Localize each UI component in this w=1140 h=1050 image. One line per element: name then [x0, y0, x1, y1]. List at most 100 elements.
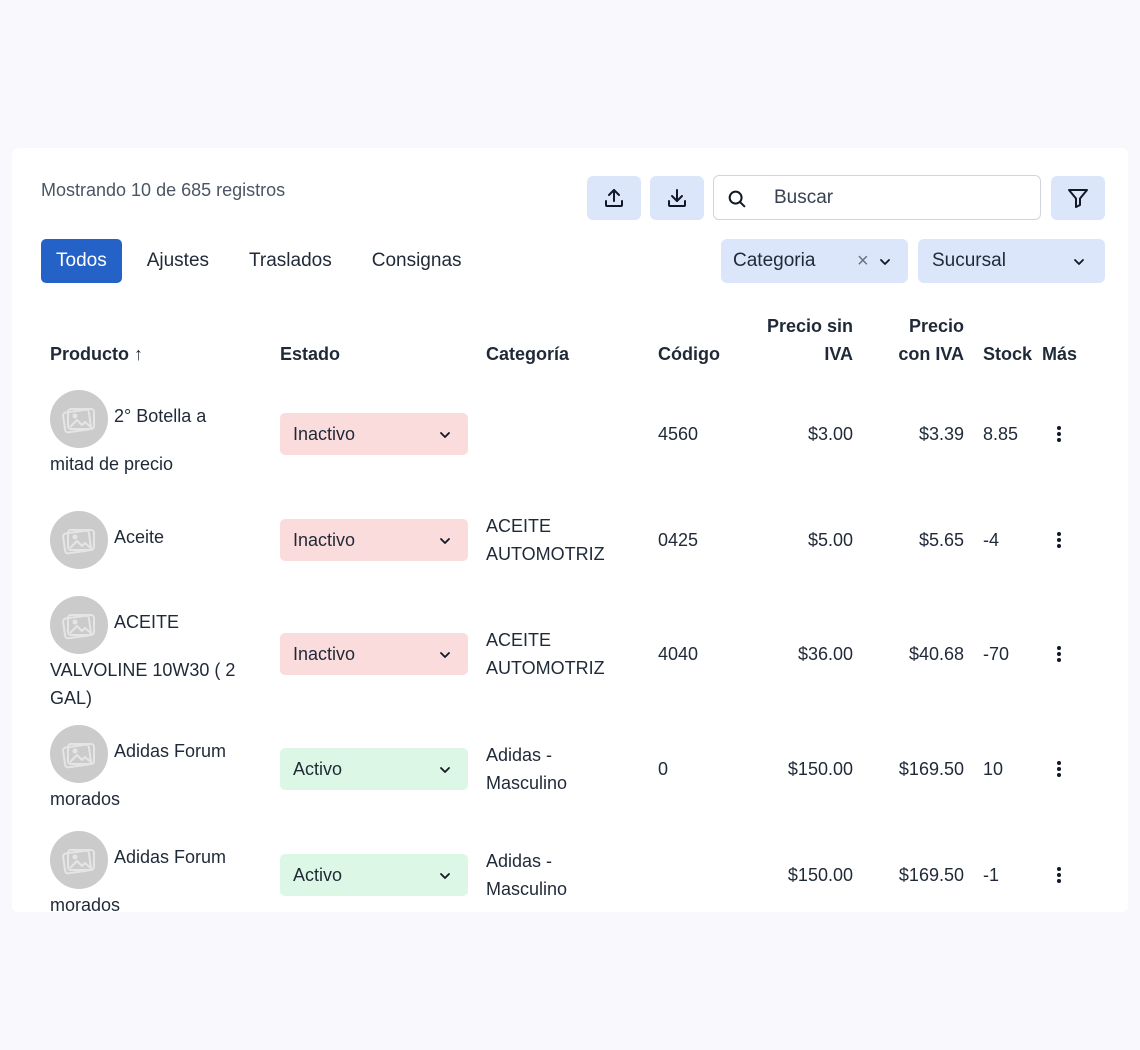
filter-icon	[1068, 189, 1088, 208]
tab-traslados[interactable]: Traslados	[249, 250, 332, 271]
product-name[interactable]: Adidas Forum morados	[50, 725, 271, 813]
search-icon	[728, 190, 746, 208]
inventory-card: Mostrando 10 de 685 registros Todos Ajus…	[12, 148, 1128, 915]
product-name[interactable]: ACEITE VALVOLINE 10W30 ( 2 GAL)	[50, 596, 271, 712]
upload-icon	[605, 189, 623, 207]
product-name-line2: morados	[50, 894, 121, 915]
search-box[interactable]	[713, 175, 1041, 220]
product-name-line1: ACEITE	[114, 611, 180, 632]
product-cell: 2° Botella a mitad de precio	[41, 380, 271, 487]
product-thumbnail	[50, 724, 108, 783]
col-header-category: Categoría	[486, 344, 570, 364]
table-row: Adidas Forum morados Activo Adidas - Masc…	[41, 715, 1092, 822]
chevron-down-icon	[880, 259, 890, 265]
chevron-down-icon	[1074, 259, 1084, 265]
more-cell	[1042, 822, 1092, 927]
chevron-down-icon	[440, 766, 450, 773]
image-placeholder-icon	[62, 613, 95, 639]
more-vertical-icon	[1057, 645, 1061, 662]
price-no-tax-cell: $150.00	[787, 864, 853, 885]
image-placeholder-icon	[62, 848, 95, 874]
col-header-price-tax-line1: Precio	[908, 316, 964, 336]
status-label: Inactivo	[293, 423, 356, 444]
export-button[interactable]	[587, 176, 641, 220]
product-name-line1: Adidas Forum	[114, 740, 227, 761]
chevron-down-icon	[440, 431, 450, 438]
col-header-price-tax-line2: con IVA	[898, 344, 964, 364]
product-name[interactable]: Aceite	[50, 511, 271, 551]
table-row: Adidas Forum morados Activo Adidas - Masc…	[41, 822, 1092, 927]
more-vertical-icon	[1057, 531, 1061, 548]
branch-filter-label: Sucursal	[932, 250, 1006, 271]
more-vertical-icon	[1057, 760, 1061, 777]
code-cell: 0	[658, 758, 669, 779]
more-vertical-icon	[1057, 866, 1061, 883]
category-cell: ACEITE AUTOMOTRIZ	[486, 629, 605, 678]
products-table: Producto ↑ Estado Categoría Código Preci…	[41, 308, 1092, 927]
status-label: Activo	[293, 864, 343, 885]
col-header-status: Estado	[280, 344, 341, 364]
price-tax-cell: $169.50	[898, 758, 964, 779]
product-thumbnail	[50, 510, 108, 569]
stock-cell: -70	[983, 643, 1010, 664]
col-header-price-no-tax-line1: Precio sin	[766, 316, 853, 336]
tab-bar: Todos Ajustes Traslados Consignas	[41, 239, 487, 283]
category-filter-select[interactable]: Categoria ×	[721, 239, 908, 283]
download-icon	[668, 189, 686, 207]
clear-icon[interactable]: ×	[857, 250, 869, 272]
stock-cell: 8.85	[983, 423, 1019, 444]
status-select[interactable]: Activo	[280, 853, 468, 896]
status-cell: Activo	[271, 715, 477, 822]
search-input[interactable]	[774, 184, 1024, 212]
category-cell: Adidas - Masculino	[486, 850, 568, 899]
tab-ajustes[interactable]: Ajustes	[146, 250, 210, 271]
product-name-line2: mitad de precio	[50, 453, 174, 474]
status-select[interactable]: Inactivo	[280, 412, 468, 455]
table-row: 2° Botella a mitad de precio Inactivo 456…	[41, 380, 1092, 487]
status-select[interactable]: Inactivo	[280, 632, 468, 675]
row-actions-button[interactable]	[1042, 530, 1076, 550]
price-no-tax-cell: $5.00	[807, 529, 853, 550]
price-tax-cell: $169.50	[898, 864, 964, 885]
image-placeholder-icon	[62, 528, 95, 554]
more-cell	[1042, 715, 1092, 822]
code-cell	[649, 822, 734, 927]
col-header-stock: Stock	[983, 344, 1033, 364]
code-cell: 4040	[658, 643, 699, 664]
product-thumbnail	[50, 830, 108, 889]
status-cell: Inactivo	[271, 592, 477, 715]
col-header-price-tax: Precio con IVA	[853, 308, 964, 380]
price-tax-cell: $3.39	[918, 423, 964, 444]
status-cell: Activo	[271, 822, 477, 927]
col-header-product[interactable]: Producto ↑	[50, 344, 143, 364]
product-name[interactable]: 2° Botella a mitad de precio	[50, 390, 271, 478]
import-button[interactable]	[650, 176, 704, 220]
status-select[interactable]: Inactivo	[280, 518, 468, 561]
filter-button[interactable]	[1051, 176, 1105, 220]
row-actions-button[interactable]	[1042, 865, 1076, 885]
image-placeholder-icon	[62, 407, 95, 433]
tab-consignas[interactable]: Consignas	[371, 250, 462, 271]
tab-todos[interactable]: Todos	[41, 239, 122, 283]
category-cell: ACEITE AUTOMOTRIZ	[486, 515, 605, 564]
stock-cell: -4	[983, 529, 1000, 550]
col-header-code: Código	[658, 344, 720, 364]
product-name[interactable]: Adidas Forum morados	[50, 831, 271, 919]
row-actions-button[interactable]	[1042, 759, 1076, 779]
more-cell	[1042, 592, 1092, 715]
more-cell	[1042, 380, 1092, 487]
col-header-price-no-tax: Precio sin IVA	[734, 308, 853, 380]
status-label: Activo	[293, 758, 343, 779]
branch-filter-select[interactable]: Sucursal	[918, 239, 1105, 283]
stock-cell: 10	[983, 758, 1004, 779]
table-row: Aceite Inactivo ACEITE AUTOMOTRIZ 0425 $…	[41, 487, 1092, 592]
category-cell	[477, 380, 649, 487]
price-tax-cell: $5.65	[918, 529, 964, 550]
code-cell: 4560	[658, 423, 699, 444]
row-actions-button[interactable]	[1042, 644, 1076, 664]
price-no-tax-cell: $36.00	[797, 643, 853, 664]
status-select[interactable]: Activo	[280, 747, 468, 790]
row-actions-button[interactable]	[1042, 424, 1076, 444]
product-thumbnail	[50, 595, 108, 654]
chevron-down-icon	[440, 872, 450, 879]
